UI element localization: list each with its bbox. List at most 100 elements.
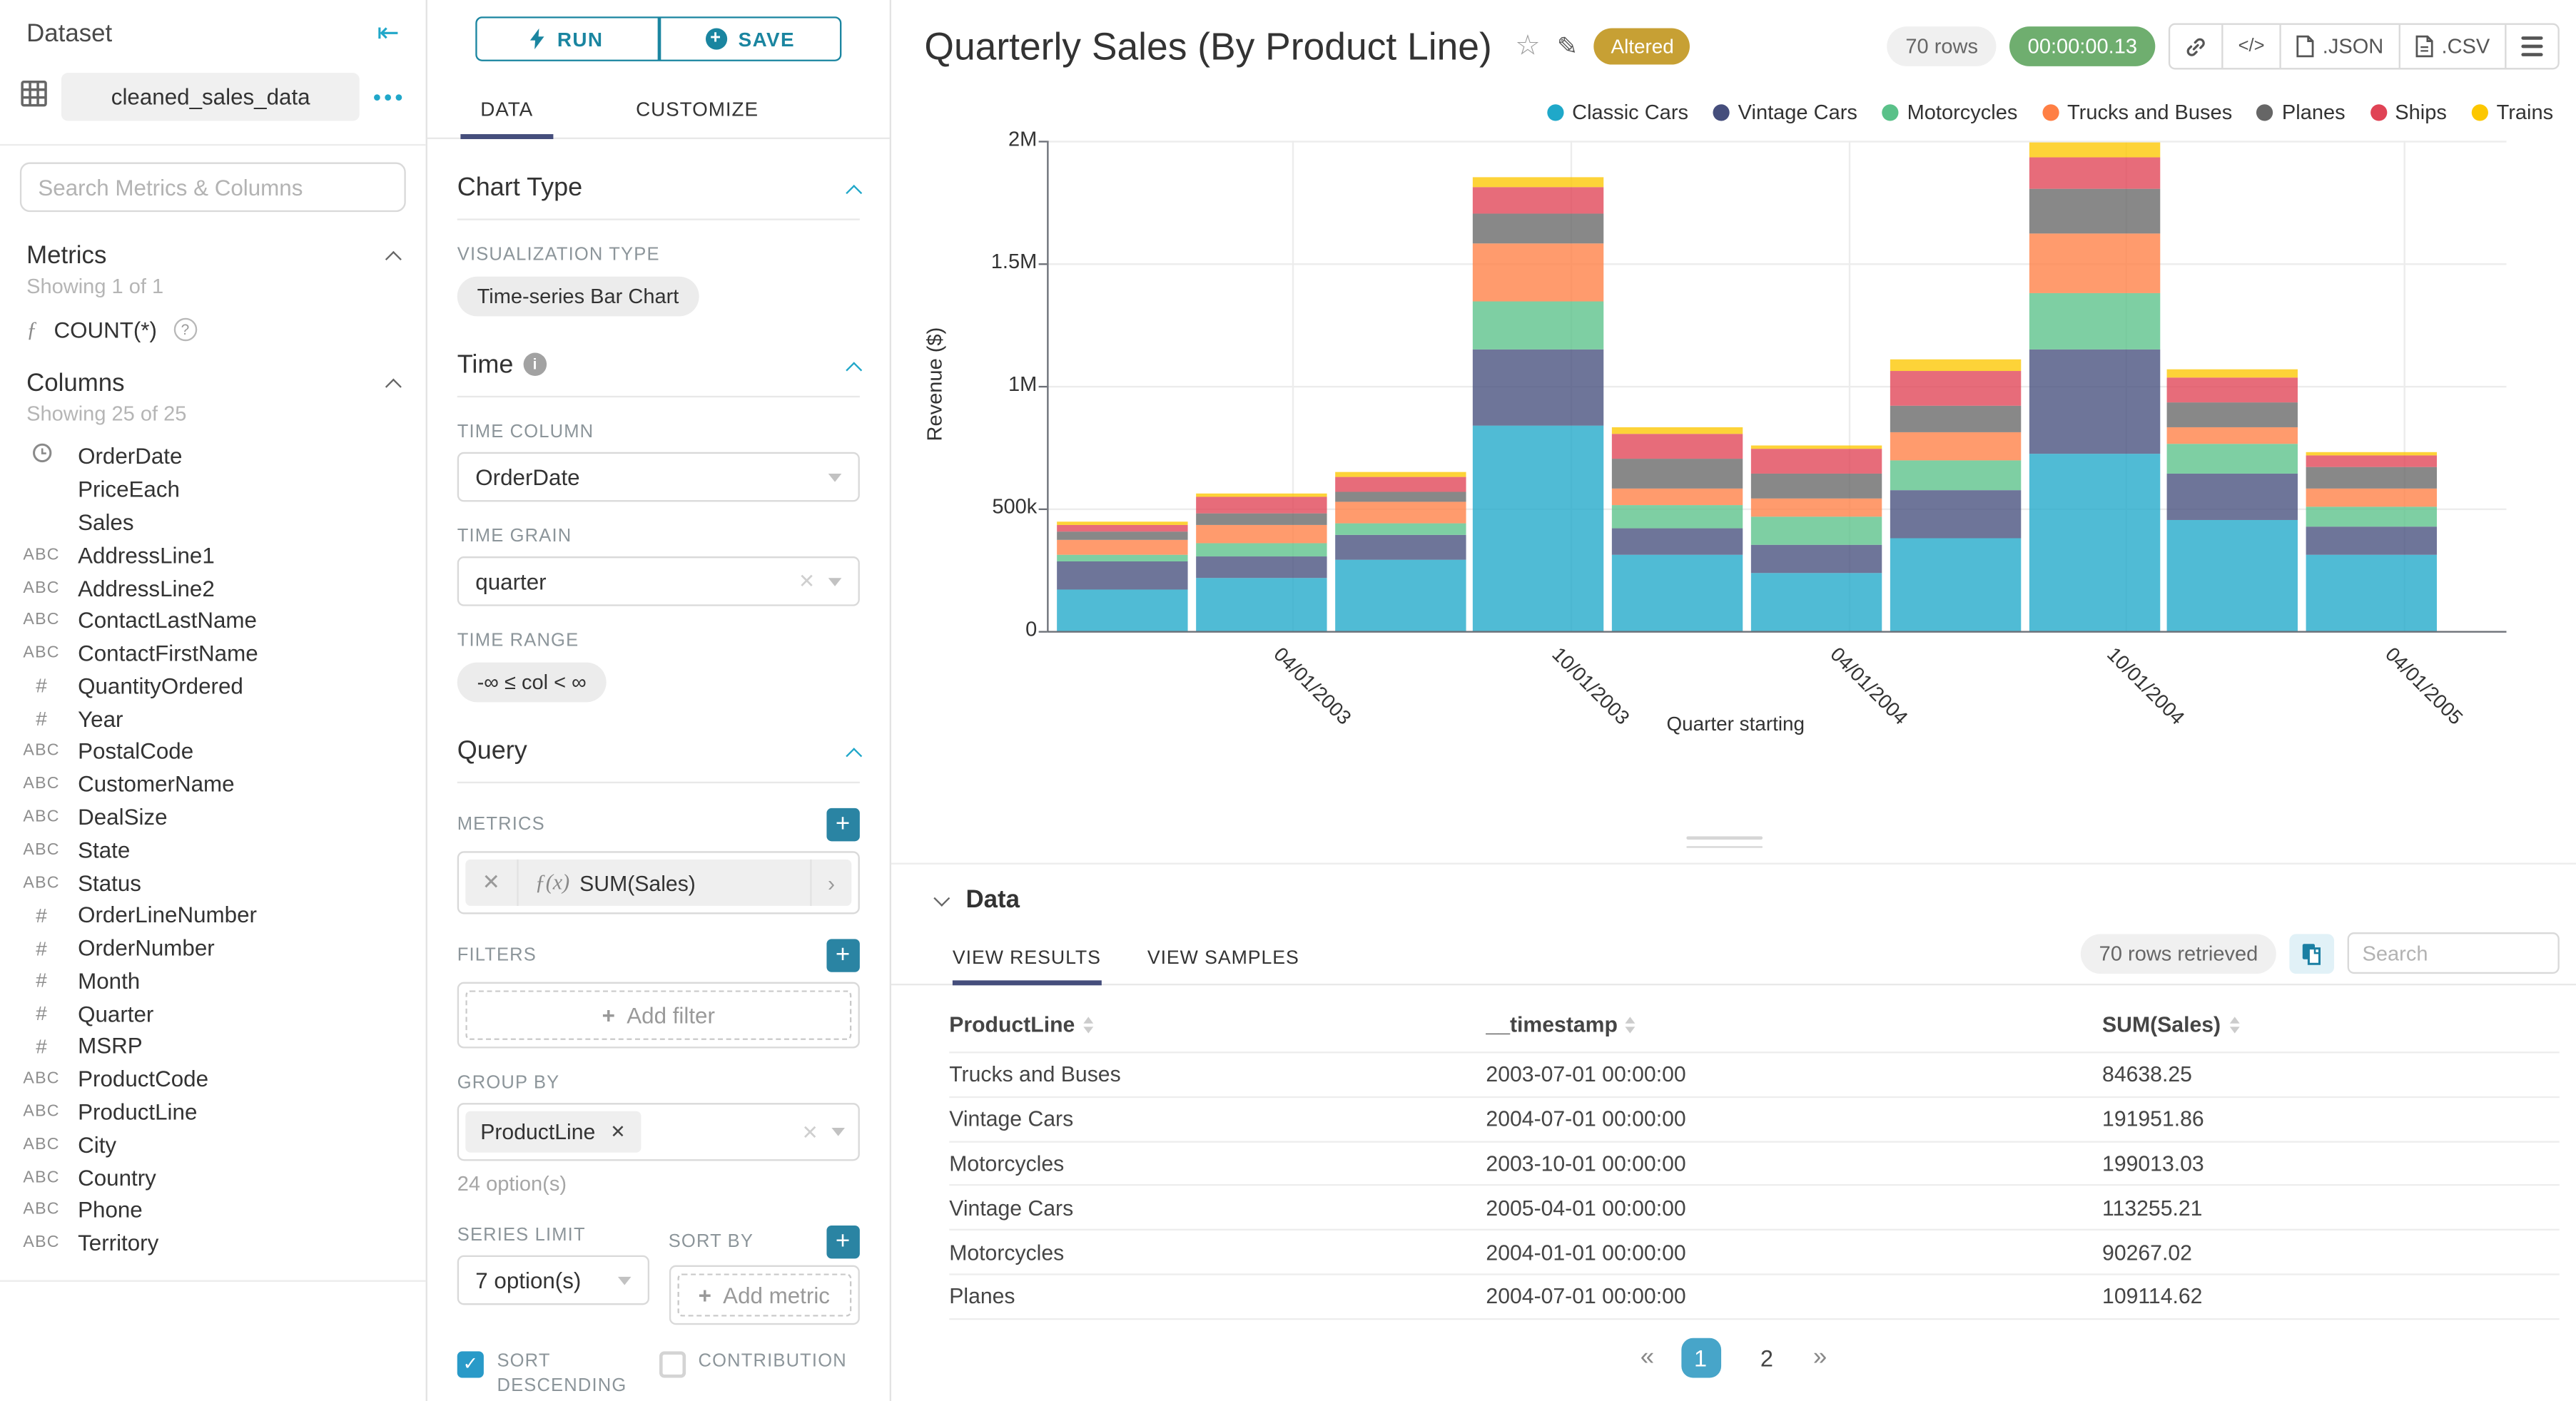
time-range-value[interactable]: -∞ ≤ col < ∞	[457, 662, 607, 703]
copy-data-button[interactable]	[2289, 933, 2335, 973]
edit-title-icon[interactable]: ✎	[1556, 33, 1578, 61]
contribution-checkbox[interactable]: CONTRIBUTION	[658, 1350, 860, 1400]
tab-view-samples[interactable]: VIEW SAMPLES	[1147, 949, 1299, 969]
column-name: Month	[78, 968, 141, 994]
info-icon[interactable]: i	[523, 352, 547, 376]
chart-type-collapse-icon[interactable]	[846, 183, 863, 200]
sidebar-search-input[interactable]	[19, 162, 406, 213]
text-type-icon: ABC	[23, 1201, 60, 1220]
run-button[interactable]: RUN	[475, 16, 659, 61]
export-csv-button[interactable]: .CSV	[2400, 24, 2507, 68]
tab-data[interactable]: DATA	[460, 83, 553, 140]
bar-segment	[1195, 556, 1327, 578]
query-collapse-icon[interactable]	[846, 747, 863, 764]
tab-view-results[interactable]: VIEW RESULTS	[952, 939, 1101, 986]
column-item[interactable]: ABC DealSize	[0, 801, 426, 834]
legend-item[interactable]: Trucks and Buses	[2042, 101, 2232, 124]
time-column-select[interactable]: OrderDate	[457, 452, 860, 502]
save-button[interactable]: + SAVE	[658, 16, 842, 61]
metrics-collapse-icon[interactable]	[385, 250, 402, 268]
column-header[interactable]: ProductLine	[949, 1012, 1486, 1036]
column-item[interactable]: ABC CustomerName	[0, 768, 426, 801]
column-item[interactable]: ABC PostalCode	[0, 735, 426, 768]
column-header[interactable]: __timestamp	[1486, 1012, 2102, 1036]
table-cell: Motorcycles	[949, 1239, 1065, 1265]
remove-metric-icon[interactable]: ✕	[465, 859, 519, 906]
pagination-page[interactable]: 1	[1680, 1338, 1720, 1377]
results-search-input[interactable]	[2347, 932, 2560, 974]
chart-actions: </> .JSON .CSV	[2169, 23, 2560, 70]
table-cell: 191951.86	[2102, 1106, 2204, 1132]
column-item[interactable]: Sales	[0, 506, 426, 539]
legend-item[interactable]: Vintage Cars	[1713, 101, 1857, 124]
column-item[interactable]: ABC ContactLastName	[0, 604, 426, 637]
legend-item[interactable]: Ships	[2370, 101, 2447, 124]
data-collapse-icon[interactable]	[933, 889, 950, 906]
metric-item[interactable]: ƒ COUNT(*) ?	[0, 303, 426, 350]
bar-segment	[1334, 476, 1466, 492]
column-item[interactable]: OrderDate	[0, 439, 426, 473]
column-item[interactable]: # Year	[0, 703, 426, 735]
column-item[interactable]: ABC City	[0, 1129, 426, 1161]
pagination-page[interactable]: 2	[1760, 1344, 1773, 1371]
columns-collapse-icon[interactable]	[385, 378, 402, 395]
column-item[interactable]: ABC Territory	[0, 1227, 426, 1260]
column-item[interactable]: ABC Status	[0, 867, 426, 900]
menu-button[interactable]	[2506, 25, 2557, 68]
legend-item[interactable]: Motorcycles	[1882, 101, 2017, 124]
copy-link-button[interactable]	[2170, 24, 2223, 68]
favorite-star-icon[interactable]: ☆	[1515, 29, 1541, 61]
dataset-name[interactable]: cleaned_sales_data	[61, 73, 360, 121]
column-item[interactable]: ABC AddressLine1	[0, 539, 426, 571]
altered-badge: Altered	[1594, 28, 1691, 65]
time-collapse-icon[interactable]	[846, 361, 863, 378]
column-item[interactable]: PriceEach	[0, 473, 426, 506]
embed-code-button[interactable]: </>	[2223, 24, 2281, 68]
expand-metric-icon[interactable]: ›	[809, 859, 851, 906]
metric-chip[interactable]: ✕ ƒ(x) SUM(Sales) ›	[465, 859, 852, 906]
column-item[interactable]: # OrderNumber	[0, 932, 426, 964]
column-item[interactable]: # MSRP	[0, 1030, 426, 1063]
legend-item[interactable]: Trains	[2471, 101, 2553, 124]
time-grain-select[interactable]: quarter ✕	[457, 556, 860, 606]
resize-handle[interactable]	[1686, 836, 1763, 855]
export-json-button[interactable]: .JSON	[2281, 24, 2400, 68]
column-item[interactable]: # OrderLineNumber	[0, 899, 426, 932]
group-by-select[interactable]: ProductLine ✕ ✕	[457, 1103, 860, 1161]
clear-icon[interactable]: ✕	[798, 569, 816, 593]
column-item[interactable]: ABC Phone	[0, 1194, 426, 1227]
dataset-options-icon[interactable]: •••	[373, 84, 406, 110]
column-item[interactable]: # Quarter	[0, 997, 426, 1030]
add-filter-dropzone[interactable]: + Add filter	[465, 990, 852, 1040]
add-sort-metric-button[interactable]: +	[826, 1225, 860, 1259]
sort-descending-checkbox[interactable]: ✓ SORT DESCENDING	[457, 1350, 659, 1400]
pagination-prev[interactable]: «	[1640, 1343, 1655, 1372]
viz-type-value[interactable]: Time-series Bar Chart	[457, 276, 699, 317]
collapse-sidebar-icon[interactable]: ⇤	[377, 19, 400, 49]
group-by-chip[interactable]: ProductLine ✕	[465, 1111, 641, 1153]
column-item[interactable]: ABC ProductCode	[0, 1063, 426, 1096]
column-item[interactable]: ABC AddressLine2	[0, 571, 426, 604]
column-item[interactable]: ABC ContactFirstName	[0, 637, 426, 670]
column-name: ContactLastName	[78, 608, 257, 633]
column-header[interactable]: SUM(Sales)	[2102, 1012, 2560, 1036]
legend-item[interactable]: Planes	[2257, 101, 2346, 124]
metrics-label: METRICS	[457, 815, 545, 835]
column-item[interactable]: ABC State	[0, 834, 426, 867]
series-limit-select[interactable]: 7 option(s)	[457, 1255, 649, 1305]
column-item[interactable]: ABC ProductLine	[0, 1096, 426, 1129]
pagination-next[interactable]: »	[1812, 1343, 1827, 1372]
help-icon[interactable]: ?	[173, 317, 197, 342]
add-sort-metric-dropzone[interactable]: + Add metric	[676, 1273, 852, 1317]
clear-icon[interactable]: ✕	[801, 1120, 818, 1144]
bar-segment	[1750, 444, 1882, 450]
tab-customize[interactable]: CUSTOMIZE	[636, 97, 759, 121]
remove-chip-icon[interactable]: ✕	[610, 1123, 626, 1143]
add-metric-button[interactable]: +	[826, 808, 860, 842]
add-filter-button[interactable]: +	[826, 939, 860, 972]
column-item[interactable]: # QuantityOrdered	[0, 670, 426, 703]
column-item[interactable]: ABC Country	[0, 1161, 426, 1194]
legend-item[interactable]: Classic Cars	[1547, 101, 1688, 124]
column-item[interactable]: # Month	[0, 964, 426, 997]
y-axis-tick	[1038, 263, 1048, 266]
